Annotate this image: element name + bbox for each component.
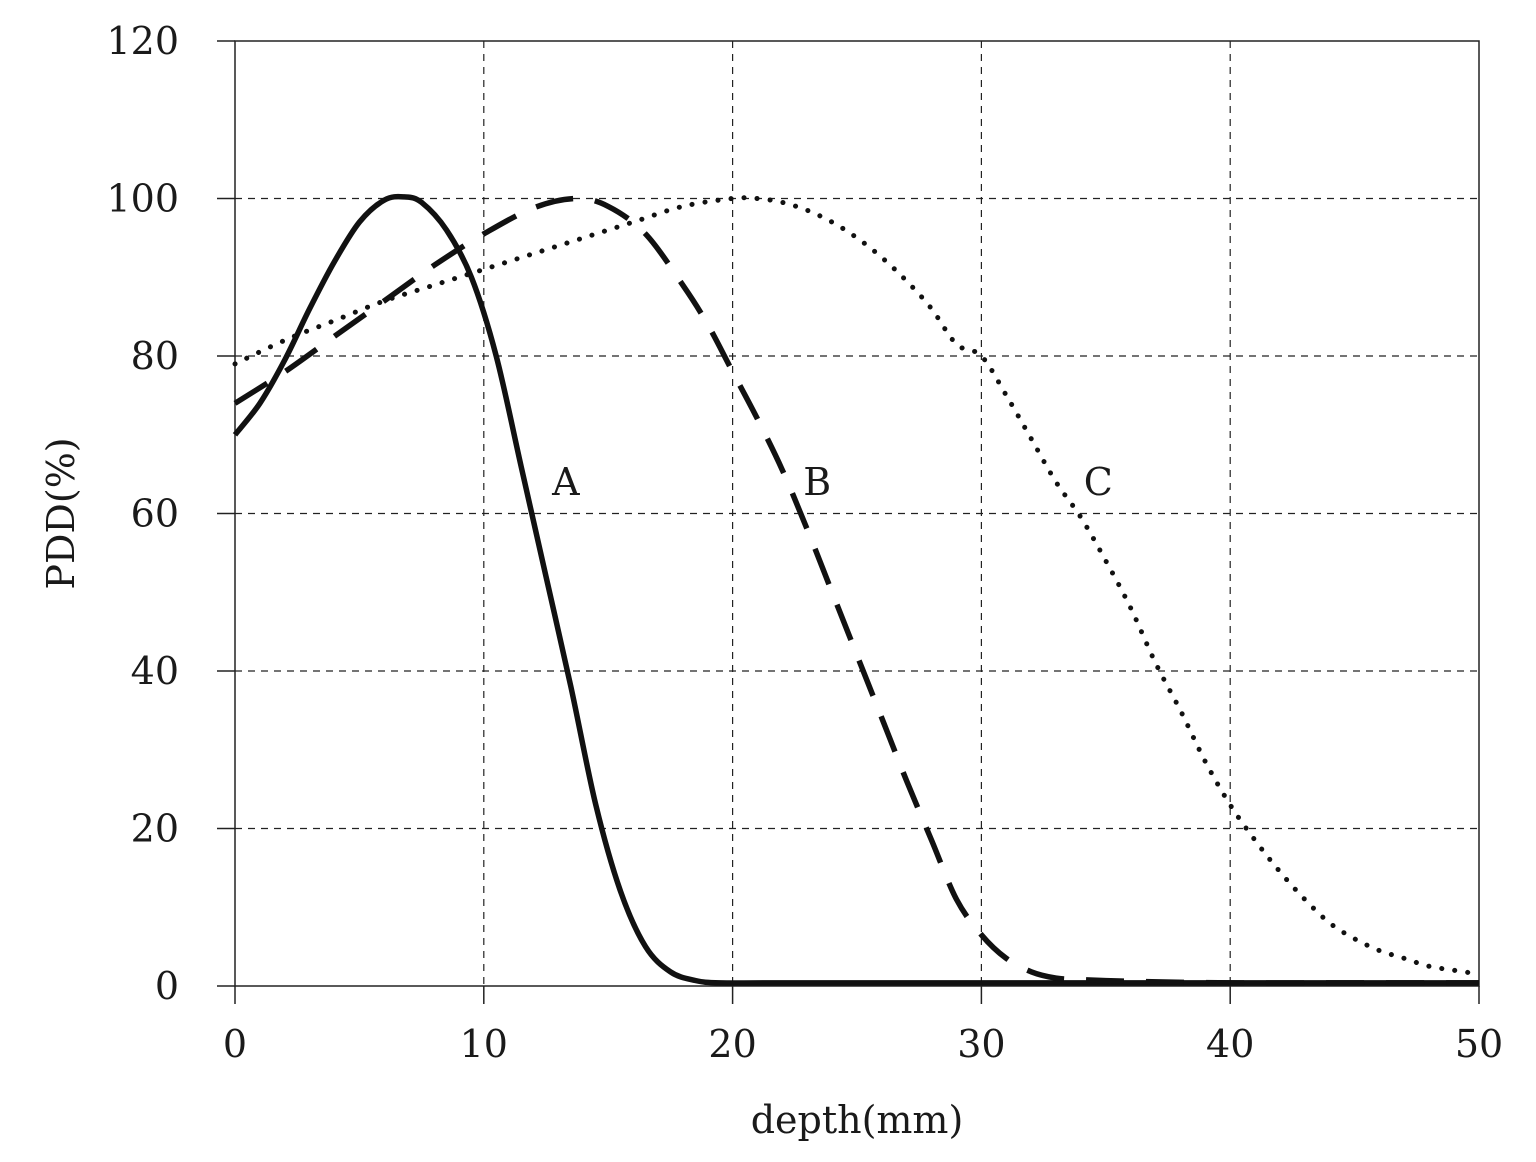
y-tick-label: 100 <box>106 177 179 221</box>
y-tick-label: 0 <box>155 964 179 1008</box>
y-tick-label: 40 <box>131 649 179 693</box>
x-tick-label: 20 <box>708 1022 756 1066</box>
axis-ticks: 0 20 40 60 80 100 120 0 10 20 30 40 50 <box>106 19 1503 1066</box>
y-tick-label: 20 <box>131 807 179 851</box>
curve-label-a: A <box>551 460 580 504</box>
x-tick-label: 40 <box>1206 1022 1254 1066</box>
grid-lines <box>235 41 1479 986</box>
series-group <box>232 193 1482 986</box>
x-tick-label: 50 <box>1455 1022 1503 1066</box>
y-axis-label: PDD(%) <box>39 437 83 589</box>
curve-labels: A B C <box>551 460 1113 504</box>
series-line-a <box>232 193 1479 986</box>
x-tick-label: 30 <box>957 1022 1005 1066</box>
series-line-b <box>233 195 1479 986</box>
x-tick-label: 10 <box>460 1022 508 1066</box>
curve-label-b: B <box>803 460 831 504</box>
series-line-c <box>232 195 1482 977</box>
y-tick-label: 80 <box>131 334 179 378</box>
x-tick-label: 0 <box>223 1022 247 1066</box>
x-axis-label: depth(mm) <box>751 1098 964 1142</box>
y-tick-label: 120 <box>106 19 179 63</box>
curve-label-c: C <box>1084 460 1113 504</box>
y-tick-label: 60 <box>131 492 179 536</box>
